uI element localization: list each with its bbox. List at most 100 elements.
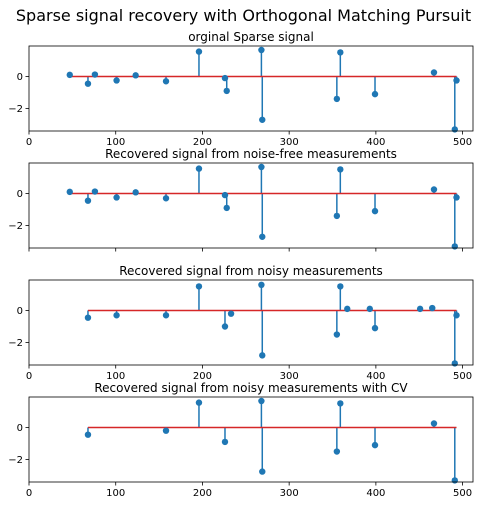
subplot-1: orginal Sparse signal 0 100 200 300 400 500 −2 0 [8,30,474,148]
subplot-3: Recovered signal from noisy measurements… [8,264,474,382]
y-tick-label: −2 [8,104,23,115]
stem-marker [429,304,436,312]
stem-marker [333,331,341,338]
stem-marker [162,427,170,434]
stem-marker [258,397,265,405]
stem-marker [258,163,265,171]
stem-marker [195,165,203,172]
x-tick-label: 300 [280,488,299,499]
x-tick-label: 0 [26,488,32,499]
axes-frame [28,279,474,366]
stem-marker [113,77,120,84]
axes-frame [28,162,474,249]
stem-marker [221,74,229,82]
x-tick-label: 200 [193,137,212,148]
stem-marker [162,195,170,202]
y-tick-label: −2 [8,338,23,349]
y-tick-label: 0 [17,72,23,83]
stem-marker [337,166,344,173]
stem-marker [66,71,73,79]
stem-marker [366,305,374,313]
stem-marker [195,283,203,290]
stem-marker [223,87,230,95]
subplot-4: Recovered signal from noisy measurements… [8,381,474,499]
stem-marker [84,431,92,438]
x-tick-label: 200 [193,488,212,499]
subplot-title: Recovered signal from noise-free measure… [105,147,397,161]
y-tick-label: −2 [8,221,23,232]
x-tick-label: 400 [366,137,385,148]
stem-marker [344,305,351,313]
stem-marker [453,312,460,319]
axes-frame [28,396,474,483]
subplot-2: Recovered signal from noise-free measure… [8,147,474,252]
x-tick-label: 500 [453,137,472,148]
x-tick-label: 100 [106,371,125,382]
stem-marker [371,441,379,449]
stem-marker [333,95,341,103]
stem-marker [91,188,99,195]
x-tick-label: 200 [193,371,212,382]
stem-marker [258,281,265,289]
stem-marker [453,77,460,84]
stem-marker [259,468,266,475]
x-tick-label: 0 [26,371,32,382]
subplot-title: Recovered signal from noisy measurements [119,264,383,278]
stem-marker [84,197,92,204]
stem-marker [113,194,120,201]
axes-frame [28,45,474,132]
stem-marker [132,72,139,79]
x-tick-label: 0 [26,137,32,148]
x-tick-label: 100 [106,137,125,148]
stem-marker [430,69,438,76]
figure-title: Sparse signal recovery with Orthogonal M… [16,6,471,25]
stem-marker [371,90,379,98]
stem-marker [223,204,230,212]
x-tick-label: 300 [280,371,299,382]
stem-marker [416,305,424,313]
stem-marker [451,477,458,484]
stem-marker [195,399,203,406]
stem-marker [162,78,170,85]
stem-marker [113,312,120,319]
x-tick-label: 300 [280,137,299,148]
stem-marker [221,438,229,446]
y-tick-label: 0 [17,423,23,434]
stem-marker [66,188,73,196]
stem-marker [337,400,344,407]
x-tick-label: 500 [453,371,472,382]
x-tick-label: 400 [366,488,385,499]
stem-marker [259,233,266,240]
stem-marker [453,194,460,201]
stem-marker [333,448,341,455]
stem-marker [91,71,99,78]
stem-marker [84,80,92,87]
stem-marker [227,310,235,317]
stem-marker [84,314,92,321]
stem-marker [451,360,458,367]
stem-marker [451,243,458,250]
stem-marker [258,46,265,54]
stem-marker [333,212,341,220]
stem-marker [259,116,266,123]
stem-marker [430,186,438,193]
x-tick-label: 400 [366,371,385,382]
stem-marker [337,49,344,56]
stem-marker [162,312,170,319]
stem-marker [430,420,438,427]
stem-marker [337,283,344,290]
y-tick-label: 0 [17,189,23,200]
stem-marker [195,48,203,55]
stem-marker [371,207,379,215]
subplot-title: Recovered signal from noisy measurements… [94,381,408,395]
stem-marker [221,323,229,330]
y-tick-label: −2 [8,455,23,466]
x-tick-label: 100 [106,488,125,499]
y-tick-label: 0 [17,306,23,317]
stem-marker [259,352,266,359]
stem-marker [221,191,229,199]
x-tick-label: 500 [453,488,472,499]
stem-marker [451,126,458,133]
stem-marker [132,189,139,196]
